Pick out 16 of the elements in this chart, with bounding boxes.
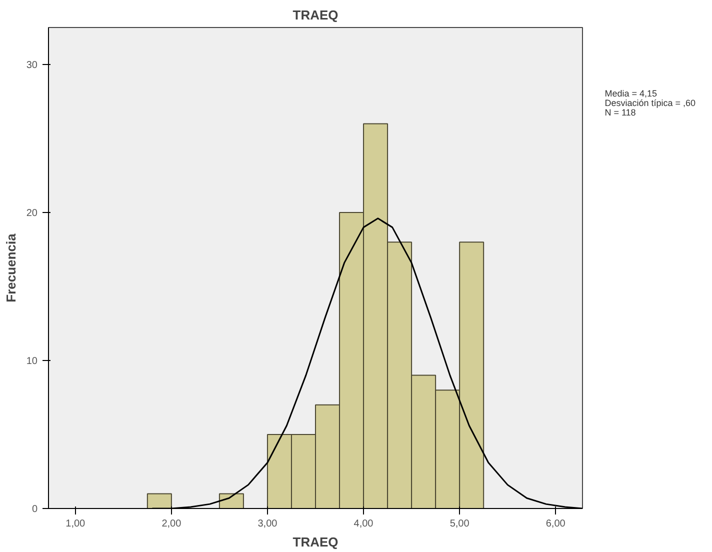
x-tick-label: 4,00 [354, 518, 374, 530]
x-axis-title: TRAEQ [292, 534, 338, 550]
y-tick-label: 30 [26, 60, 38, 71]
x-tick-label: 5,00 [450, 518, 470, 530]
x-tick-label: 6,00 [546, 518, 566, 530]
x-tick-label: 1,00 [66, 518, 86, 530]
y-axis-title: Frecuencia [3, 232, 18, 302]
y-tick-label: 10 [26, 356, 38, 367]
chart-title: TRAEQ [292, 8, 338, 22]
text: N = 118 [604, 108, 636, 118]
x-tick-label: 2,00 [162, 518, 182, 530]
x-tick-label: 3,00 [258, 518, 278, 530]
y-tick-label: 0 [32, 504, 38, 515]
text: Media = 4,15 [604, 88, 657, 98]
text: Desviación típica = ,60 [604, 98, 696, 108]
y-tick-label: 20 [26, 208, 38, 219]
